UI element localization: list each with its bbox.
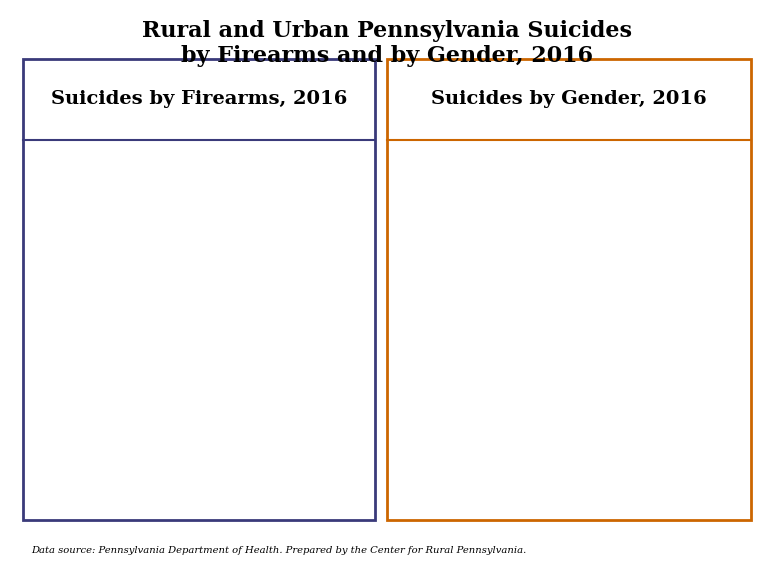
Text: Not by
Firearms,
40.9%: Not by Firearms, 40.9% <box>63 390 134 433</box>
Text: Males
75.6%: Males 75.6% <box>616 338 661 366</box>
Text: Rural
657
Suicides: Rural 657 Suicides <box>437 83 492 126</box>
Text: Males
81.9%: Males 81.9% <box>442 328 487 356</box>
Text: By
Firearms
44.8%: By Firearms 44.8% <box>233 195 300 238</box>
Text: Rural and Urban Pennsylvania Suicides
by Firearms and by Gender, 2016: Rural and Urban Pennsylvania Suicides by… <box>142 20 632 67</box>
Text: Not by
Firearms,
55.2%: Not by Firearms, 55.2% <box>231 366 303 409</box>
Text: Rural
657
Suicides: Rural 657 Suicides <box>70 83 126 126</box>
Text: By
Firearms
59.1%: By Firearms 59.1% <box>65 219 132 262</box>
Text: Suicides by Firearms, 2016: Suicides by Firearms, 2016 <box>51 90 348 108</box>
Bar <box>220 140 313 293</box>
Bar <box>590 223 687 481</box>
Bar <box>416 140 513 202</box>
Bar <box>590 140 687 223</box>
Bar <box>51 140 146 342</box>
Text: Females
18.1%: Females 18.1% <box>434 157 495 185</box>
Text: Urban
1,303
Suicides: Urban 1,303 Suicides <box>238 83 295 126</box>
Text: Females
24.4%: Females 24.4% <box>608 167 669 196</box>
Bar <box>416 202 513 481</box>
Text: Urban
1,303
Suicides: Urban 1,303 Suicides <box>611 83 666 126</box>
Text: Suicides by Gender, 2016: Suicides by Gender, 2016 <box>431 90 707 108</box>
Text: Data source: Pennsylvania Department of Health. Prepared by the Center for Rural: Data source: Pennsylvania Department of … <box>31 546 526 555</box>
Bar <box>51 342 146 481</box>
Bar <box>220 293 313 481</box>
